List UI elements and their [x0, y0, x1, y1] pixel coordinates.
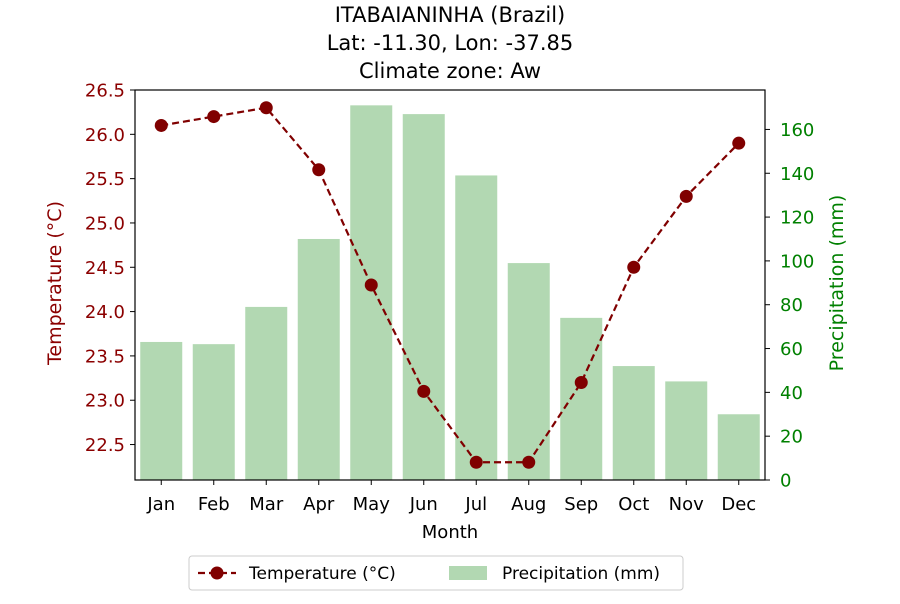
right-tick-label: 140 [780, 164, 814, 185]
right-tick-label: 40 [780, 383, 803, 404]
chart-legend: Temperature (°C) Precipitation (mm) [188, 555, 684, 591]
right-tick-label: 80 [780, 295, 803, 316]
x-tick-label-mar: Mar [249, 494, 284, 515]
precipitation-bar-dec [717, 414, 760, 480]
x-tick-label-may: May [353, 494, 391, 515]
left-tick-label: 26.0 [85, 125, 125, 146]
temperature-point-sep [574, 376, 588, 389]
left-tick-label: 24.0 [85, 302, 125, 323]
x-tick-label-apr: Apr [303, 494, 335, 515]
right-tick-label: 120 [780, 208, 814, 229]
temperature-point-may [364, 278, 378, 292]
left-axis-label: Temperature (°C) [44, 201, 66, 366]
precipitation-bar-sep [560, 317, 603, 480]
legend-precipitation-label: Precipitation (mm) [502, 564, 660, 584]
left-tick-label: 26.5 [85, 81, 125, 102]
legend-precipitation-swatch [449, 566, 487, 580]
chart-axes: Jan Feb Mar Apr May Jun Jul Aug Sep Oct Nov Dec Mont… [44, 81, 848, 544]
right-tick-label: 0 [780, 471, 791, 492]
x-tick-label-feb: Feb [198, 494, 230, 515]
chart-title-line-2: Lat: -11.30, Lon: -37.85 [327, 31, 574, 55]
right-tick-label: 60 [780, 339, 803, 360]
left-tick-label: 24.5 [85, 258, 125, 279]
precipitation-bar-may [350, 105, 393, 480]
temperature-point-jul [469, 455, 483, 469]
temperature-series-line [161, 106, 740, 464]
temperature-point-aug [522, 455, 536, 469]
temperature-point-nov [679, 189, 693, 203]
x-tick-label-jan: Jan [146, 494, 175, 515]
precipitation-bar-nov [665, 381, 708, 480]
left-tick-label: 23.5 [85, 346, 125, 367]
left-tick-label: 25.5 [85, 169, 125, 190]
temperature-point-jun [417, 384, 431, 398]
temperature-line [154, 101, 746, 469]
x-tick-label-aug: Aug [511, 494, 546, 515]
temperature-point-oct [627, 260, 641, 274]
chart-title-line-3: Climate zone: Aw [359, 59, 541, 83]
x-tick-label-nov: Nov [669, 494, 704, 515]
precipitation-bar-jan [140, 341, 183, 480]
right-tick-label: 160 [780, 120, 814, 141]
x-tick-label-jul: Jul [464, 494, 487, 515]
left-tick-label: 22.5 [85, 435, 125, 456]
x-axis-label: Month [422, 522, 478, 543]
right-tick-label: 100 [780, 251, 814, 272]
left-tick-label: 25.0 [85, 213, 125, 234]
x-tick-label-sep: Sep [564, 494, 598, 515]
right-tick-label: 20 [780, 427, 803, 448]
temperature-point-apr [312, 163, 326, 177]
x-tick-label-oct: Oct [618, 494, 649, 515]
temperature-point-mar [259, 101, 273, 115]
precipitation-bar-mar [245, 306, 288, 480]
right-axis-label: Precipitation (mm) [826, 195, 848, 372]
x-tick-label-dec: Dec [721, 494, 756, 515]
x-tick-label-jun: Jun [409, 494, 438, 515]
left-tick-label: 23.0 [85, 391, 125, 412]
precipitation-bars [140, 105, 760, 480]
precipitation-bar-feb [192, 344, 235, 480]
legend-temperature-marker [210, 566, 224, 580]
precipitation-bar-aug [507, 263, 550, 480]
chart-title-line-1: ITABAIANINHA (Brazil) [335, 3, 566, 27]
precipitation-bar-jul [455, 175, 498, 480]
temperature-point-feb [207, 110, 221, 124]
temperature-point-dec [732, 136, 746, 150]
legend-box [188, 555, 684, 591]
plot-frame [134, 89, 766, 481]
chart-title: ITABAIANINHA (Brazil) Lat: -11.30, Lon: -… [327, 3, 574, 83]
precipitation-bar-jun [402, 114, 445, 480]
precipitation-bar-oct [612, 366, 655, 480]
temperature-point-jan [154, 118, 168, 132]
precipitation-bar-apr [297, 238, 340, 480]
legend-temperature-label: Temperature (°C) [248, 564, 396, 584]
